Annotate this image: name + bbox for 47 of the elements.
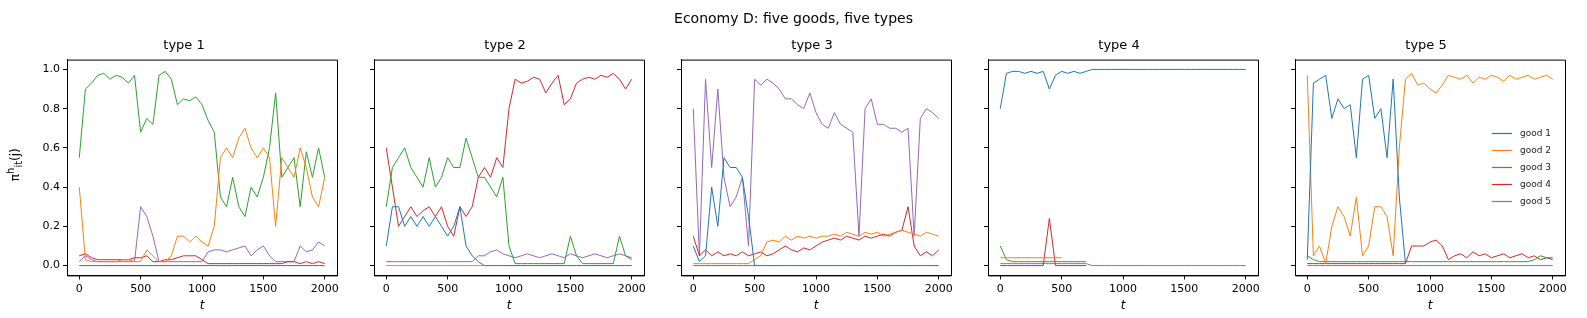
legend-label: good 3 (1519, 161, 1552, 172)
legend-label: good 2 (1519, 144, 1552, 155)
chart-title: type 4 (1098, 37, 1140, 53)
x-tick-label: 0 (75, 281, 83, 295)
x-axis-title: t (1120, 297, 1127, 312)
x-tick-label: 1000 (1109, 281, 1137, 295)
x-tick-label: 500 (1358, 281, 1380, 295)
x-tick-label: 1000 (1416, 281, 1444, 295)
x-tick-label: 500 (437, 281, 459, 295)
x-tick-label: 1500 (1170, 281, 1199, 295)
text: Economy D: five goods, five types (673, 10, 914, 26)
x-tick-label: 1000 (188, 281, 216, 295)
legend-label: good 4 (1519, 178, 1552, 189)
chart-title: type 3 (791, 37, 833, 53)
x-tick-label: 500 (1051, 281, 1073, 295)
x-axis-title: t (506, 297, 513, 312)
x-tick-label: 2000 (1538, 281, 1567, 295)
x-axis-title: t (1427, 297, 1434, 312)
x-tick-label: 500 (744, 281, 766, 295)
chart-title: type 5 (1405, 37, 1447, 53)
legend-label: good 5 (1519, 195, 1552, 206)
y-tick-label: 0.2 (42, 219, 60, 233)
chart-title: type 2 (484, 37, 526, 53)
x-tick-label: 2000 (924, 281, 953, 295)
y-tick-label: 0.8 (42, 101, 60, 115)
x-tick-label: 1000 (802, 281, 830, 295)
x-tick-label: 2000 (617, 281, 646, 295)
x-axis-title: t (813, 297, 820, 312)
x-tick-label: 1500 (863, 281, 892, 295)
x-tick-label: 0 (382, 281, 390, 295)
x-tick-label: 0 (996, 281, 1004, 295)
x-tick-label: 2000 (1231, 281, 1260, 295)
y-tick-label: 0.0 (42, 258, 60, 272)
y-tick-label: 0.6 (42, 140, 60, 154)
legend-label: good 1 (1519, 127, 1552, 138)
x-tick-label: 1500 (1477, 281, 1506, 295)
x-axis-title: t (199, 297, 206, 312)
x-tick-label: 0 (1303, 281, 1311, 295)
y-tick-label: 1.0 (42, 62, 60, 76)
x-tick-label: 0 (689, 281, 697, 295)
x-tick-label: 1500 (249, 281, 278, 295)
y-tick-label: 0.4 (42, 179, 60, 193)
x-tick-label: 2000 (310, 281, 339, 295)
x-tick-label: 1000 (495, 281, 523, 295)
x-tick-label: 1500 (556, 281, 585, 295)
x-tick-label: 500 (130, 281, 152, 295)
chart-title: type 1 (163, 37, 205, 53)
